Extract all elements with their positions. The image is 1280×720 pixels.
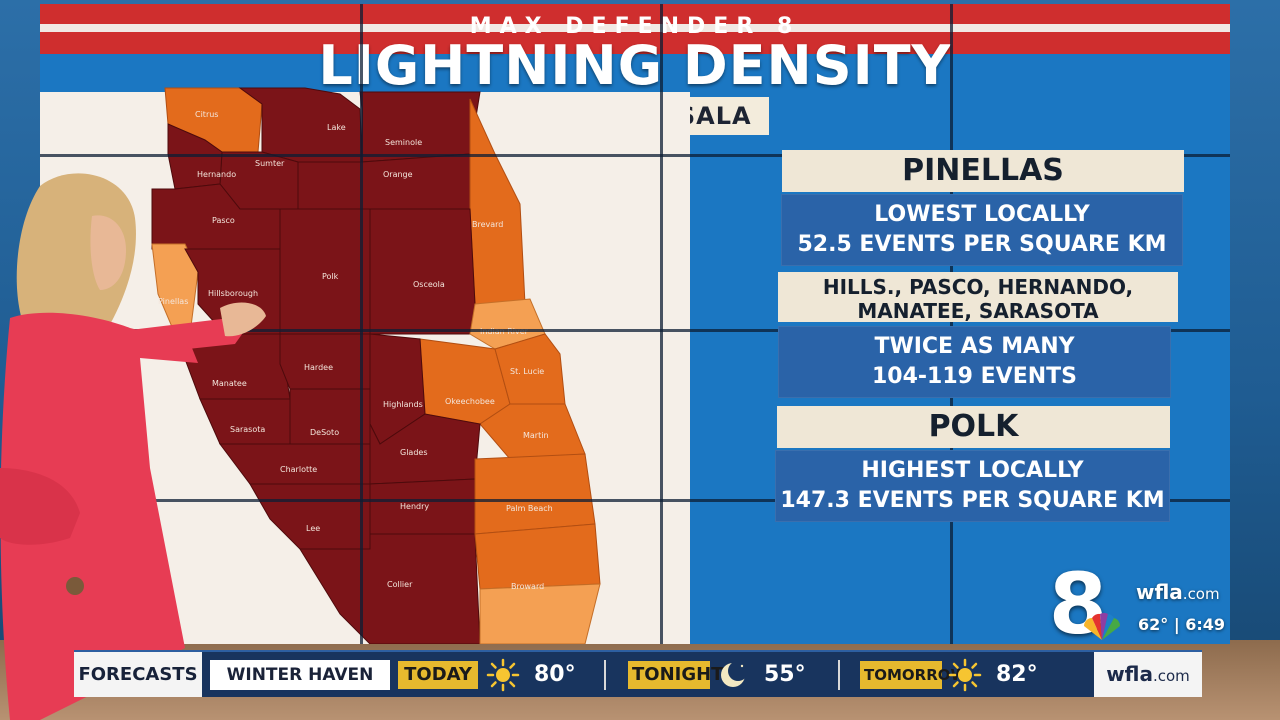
polk-line-1: HIGHEST LOCALLY: [861, 458, 1084, 483]
county-osceola: [369, 208, 476, 335]
label-okeechobee: Okeechobee: [445, 397, 495, 406]
label-hardee: Hardee: [304, 363, 333, 372]
ticker-logo-name: wfla: [1106, 662, 1153, 686]
label-sarasota: Sarasota: [230, 425, 265, 434]
label-indian-river: Indian River: [480, 327, 529, 336]
label-lee: Lee: [306, 524, 320, 533]
video-wall: MAX DEFENDER 8 LIGHTNING DENSITY VAISALA: [40, 4, 1230, 644]
twice-line-1: TWICE AS MANY: [874, 334, 1075, 359]
label-pasco: Pasco: [212, 216, 235, 225]
presenter-sleeve: [0, 468, 80, 545]
forecast-ticker: FORECASTS WINTER HAVEN TODAY 80° TONIGHT…: [74, 650, 1202, 697]
label-pinellas: Pinellas: [158, 297, 188, 306]
county-broward: [474, 523, 601, 590]
tomorrow-temp: 82°: [996, 662, 1038, 687]
county-collier: [299, 533, 481, 644]
tomorrow-label: TOMORROW: [860, 661, 967, 689]
bug-temperature-time: 62° | 6:49: [1138, 615, 1225, 634]
label-martin: Martin: [523, 431, 549, 440]
bug-website: wfla.com: [1136, 580, 1220, 604]
today-label: TODAY: [398, 661, 478, 689]
polk-line-2: 147.3 EVENTS PER SQUARE KM: [780, 488, 1165, 513]
presenter-hand: [220, 302, 266, 337]
ticker-logo: wfla.com: [1094, 652, 1202, 697]
today-temp: 80°: [534, 662, 576, 687]
bug-site-name: wfla: [1136, 580, 1183, 604]
label-orange: Orange: [383, 170, 413, 179]
bug-separator: |: [1173, 615, 1180, 634]
county-orange: [297, 153, 471, 210]
label-brevard: Brevard: [472, 220, 503, 229]
label-hillsborough: Hillsborough: [208, 289, 258, 298]
label-st-lucie: St. Lucie: [510, 367, 544, 376]
moon-icon: [721, 661, 748, 687]
presenter-arm: [130, 318, 245, 353]
label-sumter: Sumter: [255, 159, 285, 168]
counties-line-1: HILLS., PASCO, HERNANDO,: [822, 275, 1134, 299]
presenter-hair: [16, 173, 136, 338]
county-hardee: [279, 333, 371, 390]
presenter-face: [90, 215, 126, 290]
bug-time: 6:49: [1185, 615, 1226, 634]
label-highlands: Highlands: [383, 400, 423, 409]
counties-list: HILLS., PASCO, HERNANDO, MANATEE, SARASO…: [778, 272, 1178, 323]
header-subtitle: MAX DEFENDER 8: [469, 14, 801, 39]
twice-info: TWICE AS MANY 104-119 EVENTS: [778, 326, 1171, 398]
ticker-logo-suffix: .com: [1152, 667, 1190, 685]
pinellas-info: LOWEST LOCALLY 52.5 EVENTS PER SQUARE KM: [781, 194, 1183, 266]
polk-heading: POLK: [777, 406, 1170, 448]
label-hernando: Hernando: [197, 170, 236, 179]
pinellas-line-2: 52.5 EVENTS PER SQUARE KM: [797, 232, 1167, 257]
county-palm-beach: [474, 453, 596, 535]
nbc-peacock-icon: [1084, 612, 1121, 640]
label-palm-beach: Palm Beach: [506, 504, 553, 513]
label-broward: Broward: [511, 582, 544, 591]
header-title: LIGHTNING DENSITY: [318, 34, 952, 97]
tonight-label: TONIGHT: [628, 661, 723, 689]
label-manatee: Manatee: [212, 379, 247, 388]
header-stripe: [40, 24, 1230, 32]
label-osceola: Osceola: [413, 280, 445, 289]
label-seminole: Seminole: [385, 138, 422, 147]
ticker-divider-1: [604, 660, 606, 690]
pinellas-heading: PINELLAS: [782, 150, 1184, 192]
presenter-dress: [0, 312, 198, 720]
counties-line-2: MANATEE, SARASOTA: [857, 299, 1099, 323]
label-polk: Polk: [322, 272, 339, 281]
label-hendry: Hendry: [400, 502, 429, 511]
pinellas-line-1: LOWEST LOCALLY: [874, 202, 1090, 227]
polk-info: HIGHEST LOCALLY 147.3 EVENTS PER SQUARE …: [775, 450, 1170, 522]
label-lake: Lake: [327, 123, 346, 132]
presenter-figure: [0, 173, 266, 720]
bug-site-suffix: .com: [1182, 585, 1220, 603]
county-seminole: [359, 91, 481, 163]
county-miami-dade: [479, 583, 601, 644]
label-desoto: DeSoto: [310, 428, 339, 437]
ticker-label: FORECASTS: [74, 652, 202, 697]
label-glades: Glades: [400, 448, 428, 457]
wristwatch-icon: [66, 577, 84, 595]
county-st-lucie: [494, 333, 566, 405]
county-brevard: [469, 98, 526, 305]
label-collier: Collier: [387, 580, 413, 589]
bug-temp: 62°: [1138, 615, 1169, 634]
sun-icon: [948, 658, 982, 692]
ticker-divider-2: [838, 660, 840, 690]
label-charlotte: Charlotte: [280, 465, 317, 474]
tonight-temp: 55°: [764, 662, 806, 687]
sun-icon: [486, 658, 520, 692]
label-citrus: Citrus: [195, 110, 218, 119]
ticker-city: WINTER HAVEN: [210, 660, 390, 690]
twice-line-2: 104-119 EVENTS: [872, 364, 1077, 389]
